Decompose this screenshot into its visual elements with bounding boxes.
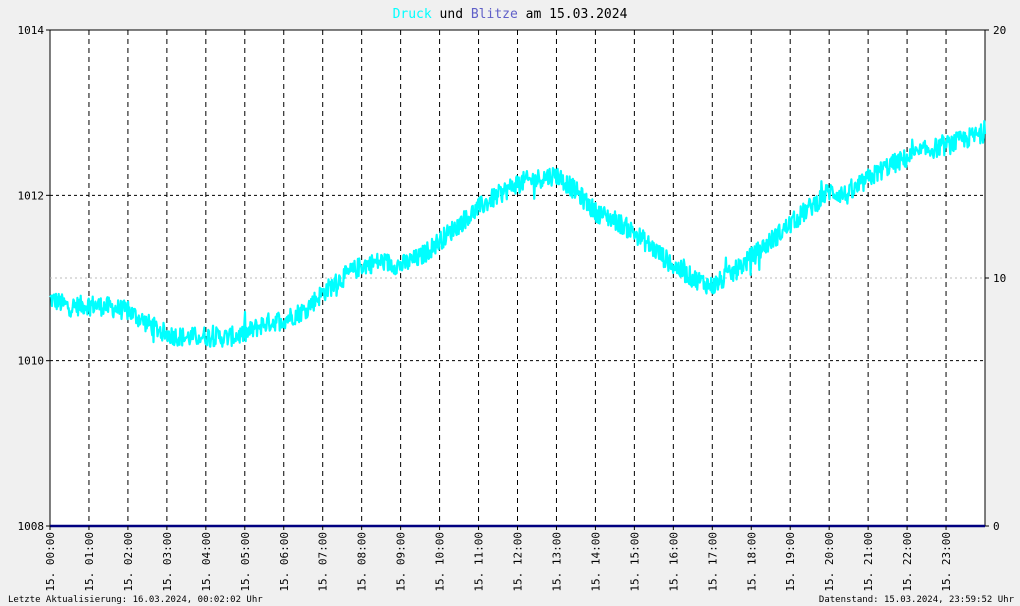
axes: 1008 1010 1012 1014 0 10 20 15. 00:00 15. 01:00 1… [18, 24, 1007, 592]
y-left-tick-label: 1012 [18, 189, 45, 202]
y-right-tick-label: 10 [993, 272, 1006, 285]
title-date: am 15.03.2024 [518, 7, 628, 22]
x-tick-label: 15. 22:00 [901, 532, 914, 592]
x-tick-label: 15. 03:00 [161, 532, 174, 592]
x-tick-label: 15. 02:00 [122, 532, 135, 592]
title-blitze: Blitze [471, 7, 518, 22]
x-tick-label: 15. 12:00 [512, 532, 525, 592]
x-tick-label: 15. 17:00 [706, 532, 719, 592]
x-tick-label: 15. 07:00 [317, 532, 330, 592]
y-left-tick-label: 1014 [18, 24, 45, 37]
title-und: und [432, 7, 471, 22]
x-tick-label: 15. 16:00 [667, 532, 680, 592]
chart-title: Druck und Blitze am 15.03.2024 [393, 7, 628, 22]
x-tick-label: 15. 08:00 [356, 532, 369, 592]
x-tick-label: 15. 20:00 [823, 532, 836, 592]
y-left-tick-label: 1010 [18, 355, 45, 368]
footer-data-status: Datenstand: 15.03.2024, 23:59:52 Uhr [819, 595, 1015, 605]
x-tick-label: 15. 06:00 [278, 532, 291, 592]
x-tick-label: 15. 14:00 [589, 532, 602, 592]
y-right-tick-label: 0 [993, 520, 1000, 533]
x-tick-label: 15. 13:00 [550, 532, 563, 592]
x-tick-label: 15. 21:00 [862, 532, 875, 592]
series-line-druck [49, 119, 987, 348]
grid [50, 30, 985, 526]
y-right-tick-label: 20 [993, 24, 1006, 37]
x-tick-label: 15. 10:00 [434, 532, 447, 592]
x-tick-label: 15. 05:00 [239, 532, 252, 592]
footer-last-update: Letzte Aktualisierung: 16.03.2024, 00:02… [8, 595, 263, 605]
x-tick-label: 15. 18:00 [745, 532, 758, 592]
x-tick-label: 15. 04:00 [200, 532, 213, 592]
x-tick-label: 15. 09:00 [395, 532, 408, 592]
title-druck: Druck [393, 7, 432, 22]
x-tick-label: 15. 01:00 [83, 532, 96, 592]
x-tick-label: 15. 19:00 [784, 532, 797, 592]
x-tick-label: 15. 11:00 [473, 532, 486, 592]
y-left-tick-label: 1008 [18, 520, 45, 533]
x-tick-label: 15. 00:00 [44, 532, 57, 592]
x-tick-label: 15. 15:00 [628, 532, 641, 592]
x-tick-label: 15. 23:00 [940, 532, 953, 592]
